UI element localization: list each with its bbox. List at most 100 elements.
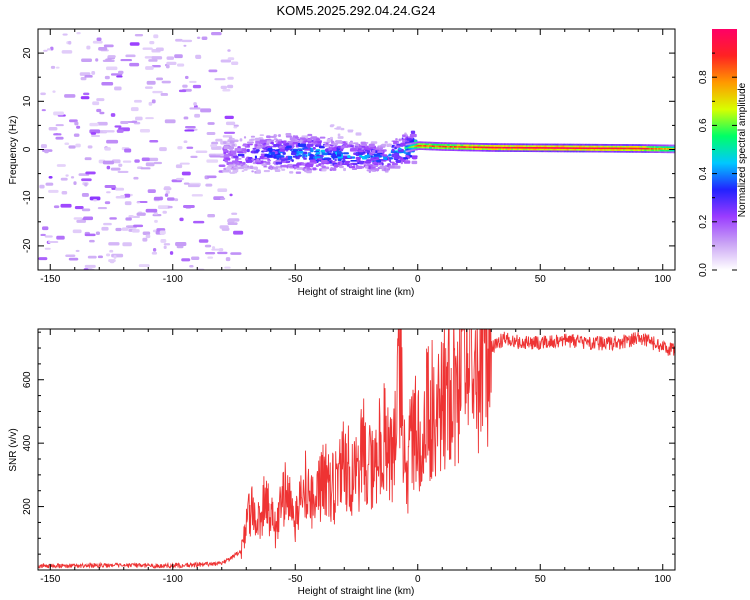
spectrogram-cell	[493, 144, 496, 147]
spectrogram-cell	[606, 150, 610, 153]
spectrogram-cell	[134, 99, 142, 103]
spectrogram-cell	[64, 142, 70, 146]
spectrogram-cell	[232, 155, 239, 159]
spectrogram-cell	[601, 147, 604, 150]
spectrogram-cell	[462, 147, 466, 150]
spectrogram-cell	[411, 149, 414, 152]
spectrogram-cell	[546, 143, 549, 146]
spectrogram-cell	[477, 149, 480, 152]
spectrogram-cell	[480, 149, 483, 152]
spectrogram-cell	[307, 133, 313, 137]
spectrogram-cell	[395, 138, 398, 141]
spectrogram-cell	[640, 144, 643, 147]
spectrogram-cell	[323, 144, 331, 147]
spectrogram-cell	[477, 144, 480, 147]
spectrogram-cell	[116, 75, 123, 78]
spectrogram-cell	[319, 136, 326, 139]
spectrogram-cell	[250, 135, 256, 138]
spectrogram-cell	[614, 147, 617, 150]
spectrogram-cell	[620, 147, 623, 150]
spectrogram-cell	[156, 77, 163, 81]
spectrogram-cell	[292, 139, 296, 142]
spectrogram-cell	[471, 149, 474, 152]
spectrogram-cell	[224, 159, 228, 163]
spectrogram-cell	[443, 147, 446, 150]
spectrogram-cell	[329, 136, 334, 140]
spectrogram-cell	[452, 145, 455, 148]
spectrogram-cell	[418, 144, 421, 147]
spectrogram-cell	[65, 254, 76, 258]
spectrogram-cell	[208, 69, 218, 73]
spectrogram-cell	[209, 155, 221, 158]
spectrogram-cell	[157, 205, 170, 209]
spectrogram-cell	[331, 147, 337, 152]
spectrogram-cell	[434, 141, 438, 144]
spectrogram-cell	[528, 145, 532, 147]
spectrogram-cell	[495, 144, 498, 147]
spectrogram-cell	[336, 153, 342, 157]
spectrogram-cell	[390, 151, 398, 153]
spectrogram-cell	[412, 149, 416, 151]
spectrogram-cell	[518, 148, 521, 151]
spectrogram-cell	[118, 163, 123, 167]
spectrogram-cell	[228, 164, 235, 167]
spectrogram-cell	[292, 155, 298, 158]
spectrogram-cell	[306, 164, 314, 168]
spectrogram-cell	[412, 143, 416, 146]
spectrogram-cell	[409, 144, 413, 147]
spectrogram-cell	[303, 156, 306, 159]
spectrogram-cell	[661, 151, 664, 154]
spectrogram-cell	[530, 150, 533, 153]
spectrogram-cell	[106, 191, 111, 194]
spectrogram-cell	[412, 147, 416, 150]
spectrogram-cell	[574, 145, 577, 148]
spectrogram-cell	[483, 143, 486, 145]
spectrogram-cell	[628, 149, 632, 151]
spectrogram-cell	[53, 205, 60, 209]
spectrogram-cell	[412, 145, 416, 148]
spectrogram-cell	[401, 138, 406, 141]
spectrogram-cell	[68, 145, 76, 149]
spectrogram-cell	[659, 147, 663, 150]
spectrogram-cell	[586, 145, 589, 148]
snr-x-tick-label: 50	[535, 574, 547, 585]
spectrogram-cell	[546, 148, 549, 151]
spectrogram-cell	[517, 145, 520, 147]
spectrogram-cell	[423, 146, 426, 149]
spectrogram-cell	[514, 148, 517, 151]
spectrogram-cell	[420, 141, 423, 144]
spectrogram-cell	[56, 235, 65, 240]
spectrogram-cell	[498, 143, 501, 146]
spectrogram-cell	[259, 139, 267, 143]
spectrogram-cell	[662, 146, 665, 149]
spectrogram-cell	[533, 143, 536, 146]
spectrogram-cell	[512, 143, 516, 146]
spectrogram-cell	[658, 144, 661, 147]
spectrogram-cell	[437, 148, 441, 151]
spectrogram-cell	[592, 143, 595, 146]
spectrogram-cell	[184, 75, 189, 79]
spectrogram-cell	[667, 144, 670, 147]
spectrogram-cell	[68, 40, 72, 45]
spectrogram-cell	[314, 153, 318, 156]
spectrogram-cell	[617, 149, 620, 151]
spectrogram-cell	[449, 144, 452, 146]
spectrogram-cell	[408, 144, 411, 147]
spectrogram-cell	[642, 149, 645, 152]
spectrogram-cell	[424, 141, 427, 144]
spectrogram-cell	[124, 201, 132, 206]
spectrogram-cell	[487, 148, 491, 151]
spectrogram-cell	[46, 48, 51, 51]
spectrogram-cell	[548, 148, 551, 151]
spectrogram-cell	[452, 149, 455, 152]
spectrogram-cell	[233, 139, 239, 143]
spectrogram-cell	[640, 150, 643, 153]
spectrogram-cell	[339, 165, 344, 169]
spectrogram-cell	[289, 171, 294, 174]
spectrogram-cell	[427, 141, 430, 144]
spectrogram-cell	[479, 142, 482, 145]
spectrogram-cell	[131, 120, 138, 123]
spectrogram-cell	[667, 147, 670, 150]
spectrogram-cell	[648, 146, 651, 148]
